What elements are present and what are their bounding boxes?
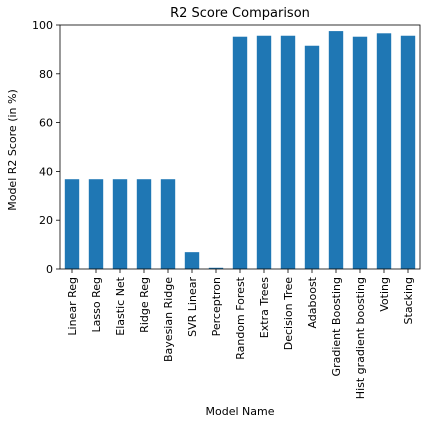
x-tick-label: Extra Trees [258, 277, 271, 338]
bar [88, 179, 104, 269]
x-tick-label: Gradient Boosting [330, 277, 343, 376]
bar [280, 35, 296, 269]
x-tick-label: Adaboost [306, 276, 319, 328]
x-tick-label: SVR Linear [186, 277, 199, 337]
bar [232, 36, 248, 270]
bar [112, 179, 128, 269]
y-tick-label: 80 [39, 68, 53, 81]
y-tick-label: 40 [39, 165, 53, 178]
chart-title: R2 Score Comparison [170, 6, 310, 21]
y-axis-label: Model R2 Score (in %) [6, 89, 19, 211]
bar [304, 45, 320, 269]
bar [160, 179, 176, 269]
y-tick-label: 20 [39, 214, 53, 227]
bar [136, 179, 152, 269]
y-tick-label: 100 [32, 19, 53, 32]
bar [256, 35, 272, 269]
y-tick-label: 60 [39, 117, 53, 130]
bar [352, 36, 368, 270]
y-ticks: 0 20 40 60 80 100 [32, 19, 60, 276]
x-ticks: Linear Reg Lasso Reg Elastic Net Ridge Reg B… [66, 269, 415, 399]
x-tick-label: Bayesian Ridge [162, 277, 175, 362]
bar [64, 179, 80, 269]
bar [376, 33, 392, 269]
y-tick-label: 0 [46, 263, 53, 276]
x-tick-label: Perceptron [210, 277, 223, 336]
x-tick-label: Stacking [402, 277, 415, 324]
x-tick-label: Decision Tree [282, 277, 295, 350]
bar [328, 31, 344, 269]
bar [400, 35, 416, 269]
x-tick-label: Random Forest [234, 276, 247, 359]
x-tick-label: Ridge Reg [138, 277, 151, 333]
x-axis-label: Model Name [206, 405, 275, 418]
bar [208, 267, 224, 269]
x-tick-label: Lasso Reg [90, 277, 103, 332]
bars-layer [64, 31, 416, 270]
x-tick-label: Linear Reg [66, 277, 79, 336]
bar [184, 252, 200, 269]
x-tick-label: Voting [378, 277, 391, 312]
x-tick-label: Elastic Net [114, 276, 127, 335]
x-tick-label: Hist gradient boosting [354, 277, 367, 399]
